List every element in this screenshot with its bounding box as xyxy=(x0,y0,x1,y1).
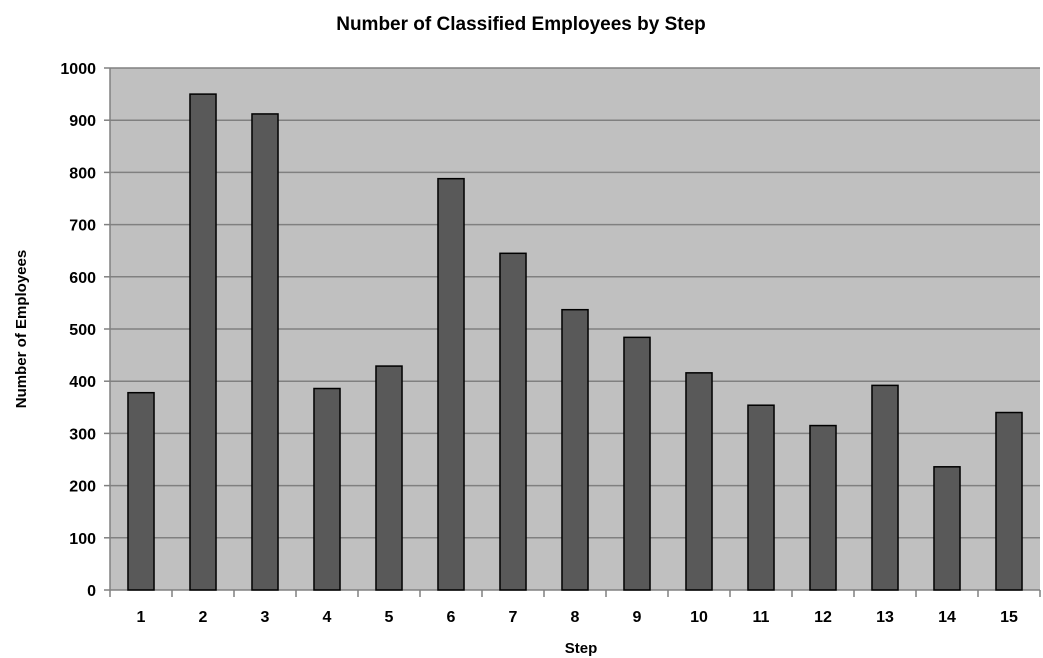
y-tick-label: 100 xyxy=(69,531,96,548)
y-tick-label: 400 xyxy=(69,374,96,391)
bar-step-14 xyxy=(933,466,961,591)
bar-step-7 xyxy=(499,252,527,591)
bar-step-9 xyxy=(623,336,651,591)
x-tick-label: 2 xyxy=(199,609,208,626)
bar-step-6 xyxy=(437,177,465,591)
bar-step-5 xyxy=(375,365,403,591)
bar-step-4 xyxy=(313,387,341,591)
bar-step-1 xyxy=(127,391,155,591)
y-tick-label: 500 xyxy=(69,322,96,339)
y-tick-label: 800 xyxy=(69,165,96,182)
x-tick-label: 14 xyxy=(938,609,956,626)
x-tick-label: 3 xyxy=(261,609,270,626)
x-tick-label: 11 xyxy=(753,609,770,626)
bar-step-3 xyxy=(251,113,279,591)
x-tick-label: 10 xyxy=(690,609,708,626)
bar-step-2 xyxy=(189,93,217,591)
y-tick-label: 700 xyxy=(69,218,96,235)
y-axis-label: Number of Employees xyxy=(13,250,30,408)
y-tick-label: 0 xyxy=(87,583,96,600)
x-tick-label: 13 xyxy=(876,609,894,626)
x-tick-label: 8 xyxy=(571,609,580,626)
y-tick-label: 300 xyxy=(69,426,96,443)
x-tick-label: 9 xyxy=(633,609,642,626)
bar-step-11 xyxy=(747,404,775,591)
y-tick-label: 1000 xyxy=(60,61,96,78)
x-tick-label: 1 xyxy=(137,609,146,626)
chart-title: Number of Classified Employees by Step xyxy=(336,14,706,35)
x-tick-label: 4 xyxy=(323,609,332,626)
bar-step-13 xyxy=(871,384,899,591)
x-tick-label: 6 xyxy=(447,609,456,626)
y-tick-label: 600 xyxy=(69,270,96,287)
x-tick-label: 7 xyxy=(509,609,518,626)
y-tick-label: 200 xyxy=(69,479,96,496)
x-tick-label: 15 xyxy=(1000,609,1018,626)
bar-step-10 xyxy=(685,372,713,591)
x-tick-label: 5 xyxy=(385,609,394,626)
bar-step-12 xyxy=(809,424,837,591)
bar-step-8 xyxy=(561,308,589,591)
x-tick-label: 12 xyxy=(814,609,832,626)
y-tick-label: 900 xyxy=(69,113,96,130)
x-axis-label: Step xyxy=(565,640,598,657)
bar-step-15 xyxy=(995,411,1023,591)
